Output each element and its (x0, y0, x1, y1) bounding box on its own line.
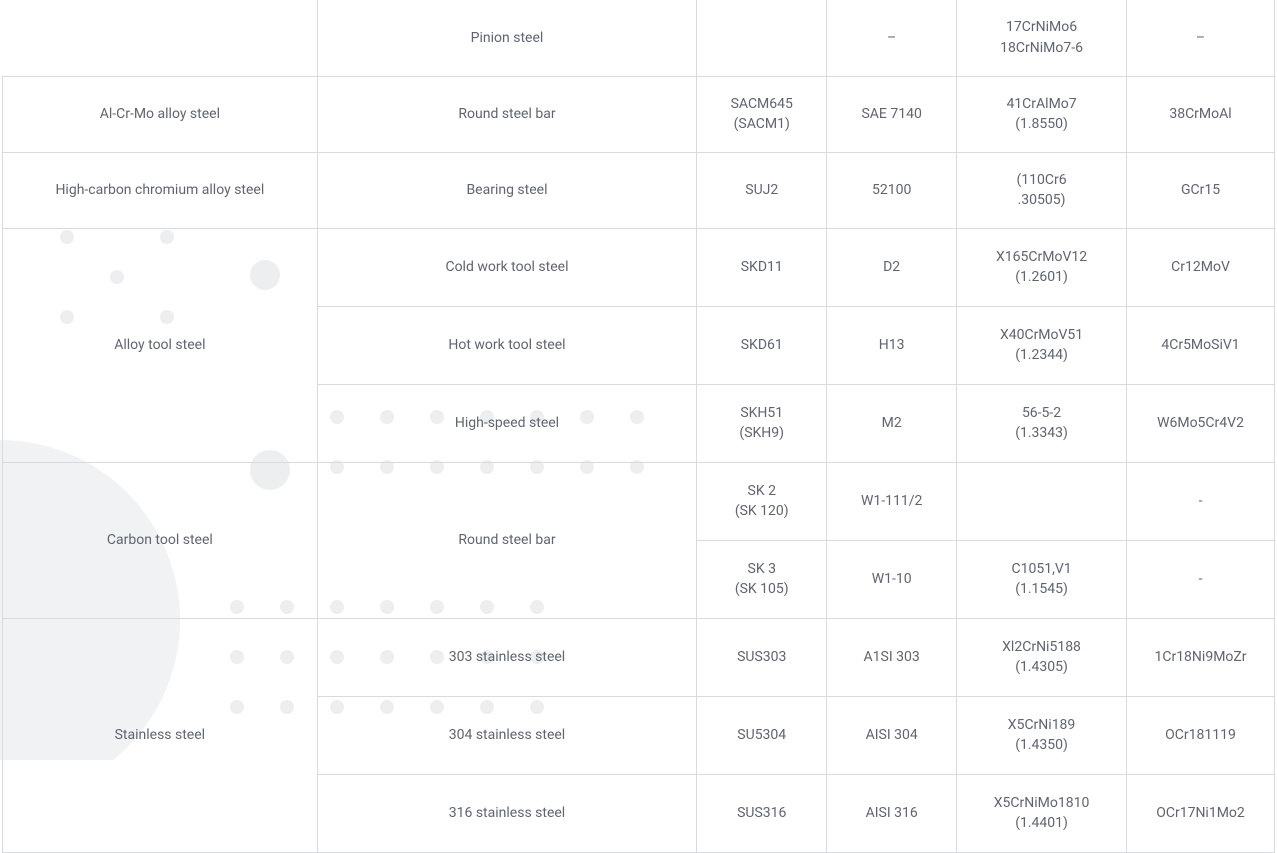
table-row: High-carbon chromium alloy steel Bearing… (3, 152, 1275, 228)
cell-subtype: Pinion steel (317, 0, 697, 76)
cell-c4: AISI 316 (827, 774, 957, 852)
cell-subtype: 304 stainless steel (317, 696, 697, 774)
cell-c5 (957, 462, 1127, 540)
cell-category: Carbon tool steel (3, 462, 318, 618)
cell-c4: H13 (827, 306, 957, 384)
cell-c6: 4Cr5MoSiV1 (1127, 306, 1275, 384)
cell-c6: 1Cr18Ni9MoZr (1127, 618, 1275, 696)
cell-subtype: 316 stainless steel (317, 774, 697, 852)
cell-c5: X5CrNiMo1810 (1.4401) (957, 774, 1127, 852)
cell-c6: - (1127, 540, 1275, 618)
table-body: Pinion steel – 17CrNiMo6 18CrNiMo7-6 – A… (3, 0, 1275, 852)
cell-c6: GCr15 (1127, 152, 1275, 228)
steel-grades-table: Pinion steel – 17CrNiMo6 18CrNiMo7-6 – A… (2, 0, 1275, 853)
table-row: Al-Cr-Mo alloy steel Round steel bar SAC… (3, 76, 1275, 152)
cell-c6: W6Mo5Cr4V2 (1127, 384, 1275, 462)
cell-c5: 56-5-2 (1.3343) (957, 384, 1127, 462)
cell-c4: – (827, 0, 957, 76)
cell-category: High-carbon chromium alloy steel (3, 152, 318, 228)
cell-subtype: Round steel bar (317, 462, 697, 618)
cell-c6: – (1127, 0, 1275, 76)
cell-c3: SKD11 (697, 228, 827, 306)
cell-c3: SUS303 (697, 618, 827, 696)
cell-c5: 17CrNiMo6 18CrNiMo7-6 (957, 0, 1127, 76)
cell-subtype: Hot work tool steel (317, 306, 697, 384)
cell-subtype: Cold work tool steel (317, 228, 697, 306)
cell-c5: (110Cr6 .30505) (957, 152, 1127, 228)
table-row: Carbon tool steel Round steel bar SK 2 (… (3, 462, 1275, 540)
cell-category: Al-Cr-Mo alloy steel (3, 76, 318, 152)
cell-c5: X5CrNi189 (1.4350) (957, 696, 1127, 774)
cell-c5: X40CrMoV51 (1.2344) (957, 306, 1127, 384)
cell-c4: M2 (827, 384, 957, 462)
cell-c6: - (1127, 462, 1275, 540)
cell-subtype: High-speed steel (317, 384, 697, 462)
cell-c3: SKD61 (697, 306, 827, 384)
cell-c4: D2 (827, 228, 957, 306)
cell-c3: SK 2 (SK 120) (697, 462, 827, 540)
cell-c5: C1051,V1 (1.1545) (957, 540, 1127, 618)
cell-c6: 38CrMoAl (1127, 76, 1275, 152)
cell-c3 (697, 0, 827, 76)
cell-c3: SACM645 (SACM1) (697, 76, 827, 152)
cell-c4: AISI 304 (827, 696, 957, 774)
cell-category (3, 0, 318, 76)
cell-c4: W1-111/2 (827, 462, 957, 540)
cell-subtype: Bearing steel (317, 152, 697, 228)
cell-c4: SAE 7140 (827, 76, 957, 152)
cell-subtype: 303 stainless steel (317, 618, 697, 696)
table-row: Pinion steel – 17CrNiMo6 18CrNiMo7-6 – (3, 0, 1275, 76)
cell-c6: OCr181119 (1127, 696, 1275, 774)
cell-c6: Cr12MoV (1127, 228, 1275, 306)
cell-c3: SU5304 (697, 696, 827, 774)
cell-c4: A1SI 303 (827, 618, 957, 696)
cell-c4: W1-10 (827, 540, 957, 618)
table-row: Alloy tool steel Cold work tool steel SK… (3, 228, 1275, 306)
cell-c5: Xl2CrNi5188 (1.4305) (957, 618, 1127, 696)
cell-c3: SUJ2 (697, 152, 827, 228)
cell-subtype: Round steel bar (317, 76, 697, 152)
cell-category: Alloy tool steel (3, 228, 318, 462)
cell-c5: 41CrAlMo7 (1.8550) (957, 76, 1127, 152)
cell-c3: SK 3 (SK 105) (697, 540, 827, 618)
cell-c4: 52100 (827, 152, 957, 228)
cell-c6: OCr17Ni1Mo2 (1127, 774, 1275, 852)
cell-c3: SUS316 (697, 774, 827, 852)
cell-c5: X165CrMoV12 (1.2601) (957, 228, 1127, 306)
cell-category: Stainless steel (3, 618, 318, 852)
table-row: Stainless steel 303 stainless steel SUS3… (3, 618, 1275, 696)
cell-c3: SKH51 (SKH9) (697, 384, 827, 462)
